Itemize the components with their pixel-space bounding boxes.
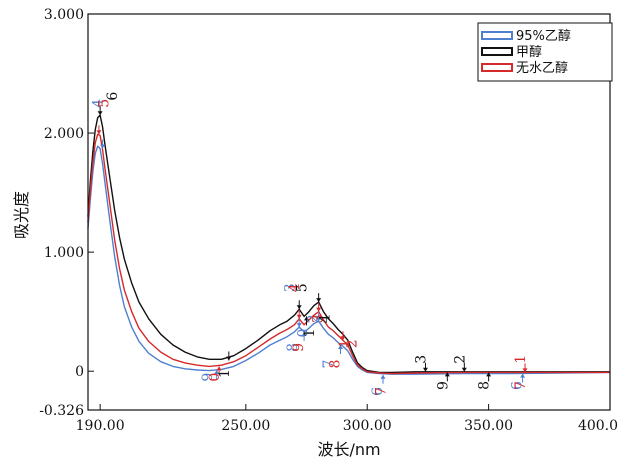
peak-label: 8 [477,381,493,390]
y-tick-label: 1.000 [44,245,84,261]
peak-marker-arrow [226,356,232,361]
peak-label: 9 [435,381,451,390]
peak-label: 9 [200,373,216,382]
peak-label: 2 [344,339,360,348]
x-tick-label: 350.00 [464,418,513,434]
x-axis-title: 波长/nm [317,440,380,459]
peak-marker-arrow [444,372,450,377]
y-tick-label: 0 [75,364,84,380]
y-tick-label: 3.000 [44,7,84,23]
series-line-1 [87,114,610,374]
peak-label: 1 [337,339,353,348]
peak-label: 6 [509,381,525,390]
peak-marker-arrow [97,111,103,116]
series-line-0 [87,145,611,375]
series-lines [87,114,611,375]
peak-label: 1 [513,355,529,364]
legend-label-methanol: 甲醇 [516,44,542,60]
series-line-2 [87,133,610,375]
peak-label: 5 [97,99,113,108]
peak-marker-arrow [304,316,310,321]
legend: 95%乙醇 甲醇 无水乙醇 [477,22,613,82]
peak-marker-arrow [316,317,322,322]
peak-marker-arrow [422,367,428,372]
peak-marker-arrow [522,368,528,373]
y-tick-label: -0.326 [39,403,84,419]
peak-label: 5 [295,283,311,292]
peak-marker-arrow [338,344,344,349]
legend-swatch-absolute-ethanol [481,63,513,72]
peak-marker-arrow [214,369,220,374]
peak-marker-arrow [296,323,302,328]
y-axis-ticks: -0.326 0 1.000 2.000 3.000 [39,7,94,419]
peak-marker-arrow [380,374,386,379]
peak-label: 0 [296,329,312,338]
peak-label: 6 [370,387,386,396]
peak-label: 7 [513,381,529,390]
peak-label: 1 [302,329,318,338]
peak-marker-arrow [96,130,102,135]
peak-label: 8 [327,360,343,369]
legend-swatch-methanol [481,47,513,56]
peak-label: 2 [452,355,468,364]
x-tick-label: 250.00 [221,418,270,434]
peak-marker-arrow [316,298,322,303]
x-tick-label: 400.0 [578,418,618,434]
x-axis-ticks: 190.00 250.00 300.00 350.00 400.0 [76,404,618,434]
peak-marker-arrow [520,373,526,378]
peak-marker-arrow [461,367,467,372]
peak-marker-arrow [296,314,302,319]
peak-marker-arrow [296,305,302,310]
peak-marker-arrow [100,144,106,149]
peak-label: 6 [105,92,121,101]
peak-label: 2 [305,314,321,323]
peak-label: 1 [217,369,233,378]
peak-label: 8 [285,343,301,352]
peak-label: 3 [310,314,326,323]
peak-marker-arrow [340,336,346,341]
x-tick-label: 300.00 [343,418,392,434]
y-tick-label: 2.000 [44,126,84,142]
peak-label: 7 [321,360,337,369]
peak-marker-arrow [486,372,492,377]
legend-swatch-95-ethanol [481,31,513,40]
peak-label: 3 [413,355,429,364]
peak-marker-arrow [301,331,307,336]
peak-marker-arrow [316,307,322,312]
peak-label: 3 [282,283,298,292]
peak-marker-arrow [216,366,222,371]
peak-label: 0 [207,373,223,382]
y-axis-title: 吸光度 [12,191,31,239]
peak-label: 4 [287,283,303,292]
x-tick-label: 190.00 [76,418,125,434]
peak-label: 9 [291,343,307,352]
legend-label-absolute-ethanol: 无水乙醇 [516,60,568,76]
legend-label-95-ethanol: 95%乙醇 [516,28,571,44]
peak-label: 7 [373,387,389,396]
peak-markers [96,106,528,384]
peak-label: 4 [91,99,107,108]
plot-frame [87,13,611,411]
peak-label: 4 [318,314,334,323]
